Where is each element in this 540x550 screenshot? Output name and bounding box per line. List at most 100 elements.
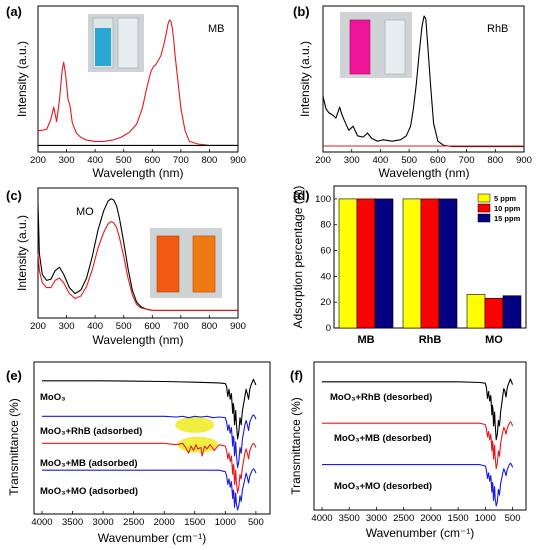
bar-MB-5ppm [338, 198, 358, 329]
y-tick-label: 0 [326, 323, 331, 334]
series-line-black-0 [322, 15, 524, 148]
panel-b-frame [322, 5, 525, 153]
series-line-black-0 [322, 378, 514, 441]
category-label: RhB [419, 334, 442, 346]
y-tick-label: 80 [320, 220, 331, 231]
x-tick-label: 800 [201, 155, 217, 166]
panel-a: (a) MB 200 300 400 500 600 700 800 900 Waveleng… [6, 4, 246, 180]
panel-e-plot [42, 378, 257, 511]
panel-c-dye-tag: MO [76, 206, 94, 218]
bar-MB-15ppm [374, 198, 394, 329]
panel-c-x-label: Wavelength (nm) [93, 333, 184, 347]
x-tick-label: 500 [116, 155, 132, 166]
panel-b-x-ticks: 200 300 400 500 600 700 800 900 [315, 149, 532, 166]
panel-a-letter: (a) [6, 4, 22, 19]
x-tick-label: 500 [401, 155, 417, 166]
series-line-blue-3 [42, 468, 257, 511]
category-label: MB [357, 334, 374, 346]
panel-f-x-ticks: 4000 3500 3000 2500 2000 1500 1000 500 [311, 507, 520, 524]
x-tick-label: 700 [173, 155, 189, 166]
panel-f-trace-label: MoO₃+RhB (desorbed) [330, 392, 432, 403]
panel-e-highlights [175, 416, 218, 453]
panel-f: (f) MoO₃+RhB (desorbed) MoO₃+MB (desorbe… [289, 361, 527, 540]
panel-a-x-ticks: 200 300 400 500 600 700 800 900 [30, 149, 246, 166]
x-tick-label: 900 [230, 321, 246, 332]
panel-a-vial-photo [88, 14, 144, 72]
series-line-red-1 [37, 221, 238, 311]
x-tick-label: 300 [59, 155, 75, 166]
bar-RhB-5ppm [402, 198, 422, 329]
x-tick-label: 500 [505, 513, 521, 524]
x-tick-label: 1500 [184, 517, 205, 528]
y-tick-label: 40 [320, 271, 331, 282]
x-tick-label: 700 [459, 155, 475, 166]
x-tick-label: 900 [230, 155, 246, 166]
panel-e-trace-label: MoO₃ [40, 392, 66, 403]
bar-MO-15ppm [502, 295, 522, 329]
panel-b-x-label: Wavelength (nm) [379, 166, 470, 180]
x-tick-label: 400 [87, 321, 103, 332]
x-tick-label: 200 [315, 155, 331, 166]
bar-MO-10ppm [484, 298, 504, 329]
x-tick-label: 500 [116, 321, 132, 332]
panel-f-x-label: Wavenumber (cm⁻¹) [366, 526, 475, 540]
panel-a-dye-tag: MB [208, 23, 225, 35]
y-tick-label: 60 [320, 246, 331, 257]
category-label: MO [485, 334, 503, 346]
panel-c-x-ticks: 200 300 400 500 600 700 800 900 [30, 315, 246, 332]
panel-e-x-label: Wavenumber (cm⁻¹) [98, 531, 207, 545]
x-tick-label: 1000 [475, 513, 496, 524]
panel-c-vial-photo [150, 228, 222, 298]
series-line-blue-1 [42, 414, 257, 468]
series-line-black-0 [42, 378, 257, 440]
vial-mb-blue [95, 28, 111, 66]
x-tick-label: 600 [144, 155, 160, 166]
panel-e-trace-label: MoO₃+RhB (adsorbed) [40, 426, 142, 437]
x-tick-label: 3000 [366, 513, 387, 524]
x-tick-label: 400 [87, 155, 103, 166]
panel-a-frame [37, 5, 239, 153]
legend-swatch [477, 203, 491, 213]
x-tick-label: 200 [30, 321, 46, 332]
panel-b-y-label: Intensity (a.u.) [298, 41, 312, 117]
series-line-red-2 [42, 442, 257, 494]
panel-d-letter: (d) [293, 188, 310, 203]
x-tick-label: 600 [430, 155, 446, 166]
y-tick-label: 20 [320, 297, 331, 308]
panel-e-y-label: Transmittance (%) [7, 398, 21, 496]
x-tick-label: 300 [59, 321, 75, 332]
x-tick-label: 2000 [154, 517, 175, 528]
x-tick-label: 400 [372, 155, 388, 166]
vial-clear [384, 19, 406, 75]
x-tick-label: 3000 [93, 517, 114, 528]
y-tick-label: 100 [315, 194, 331, 205]
series-line-red-0 [37, 19, 238, 146]
x-tick-label: 4000 [311, 513, 332, 524]
x-tick-label: 800 [487, 155, 503, 166]
panel-d-bars [338, 198, 522, 329]
x-tick-label: 2500 [123, 517, 144, 528]
panel-a-x-label: Wavelength (nm) [93, 166, 184, 180]
panel-e-trace-label: MoO₃+MO (adsorbed) [40, 486, 138, 497]
panel-f-trace-label: MoO₃+MB (desorbed) [334, 433, 432, 444]
bar-MO-5ppm [466, 294, 486, 329]
x-tick-label: 700 [173, 321, 189, 332]
x-tick-label: 3500 [62, 517, 83, 528]
panel-b: (b) RhB 200 300 400 500 600 700 800 900 Wavelen… [293, 4, 532, 180]
panel-b-dye-tag: RhB [487, 23, 508, 35]
panel-b-vial-photo [340, 12, 412, 78]
highlight-ellipse [175, 416, 215, 433]
panel-d-category-labels: MB RhB MO [357, 334, 503, 346]
x-tick-label: 1000 [215, 517, 236, 528]
x-tick-label: 600 [144, 321, 160, 332]
panel-d-y-ticks: 0 20 40 60 80 100 [315, 194, 337, 334]
x-tick-label: 2000 [420, 513, 441, 524]
panel-c-letter: (c) [6, 188, 22, 203]
bar-RhB-10ppm [420, 198, 440, 329]
panel-c: (c) MO 200 300 400 500 600 700 800 900 Waveleng… [6, 187, 246, 347]
panel-e-frame [33, 361, 271, 515]
panel-f-plot [322, 378, 514, 507]
vial-mo-orange [156, 235, 180, 293]
vial-clear [117, 17, 139, 69]
